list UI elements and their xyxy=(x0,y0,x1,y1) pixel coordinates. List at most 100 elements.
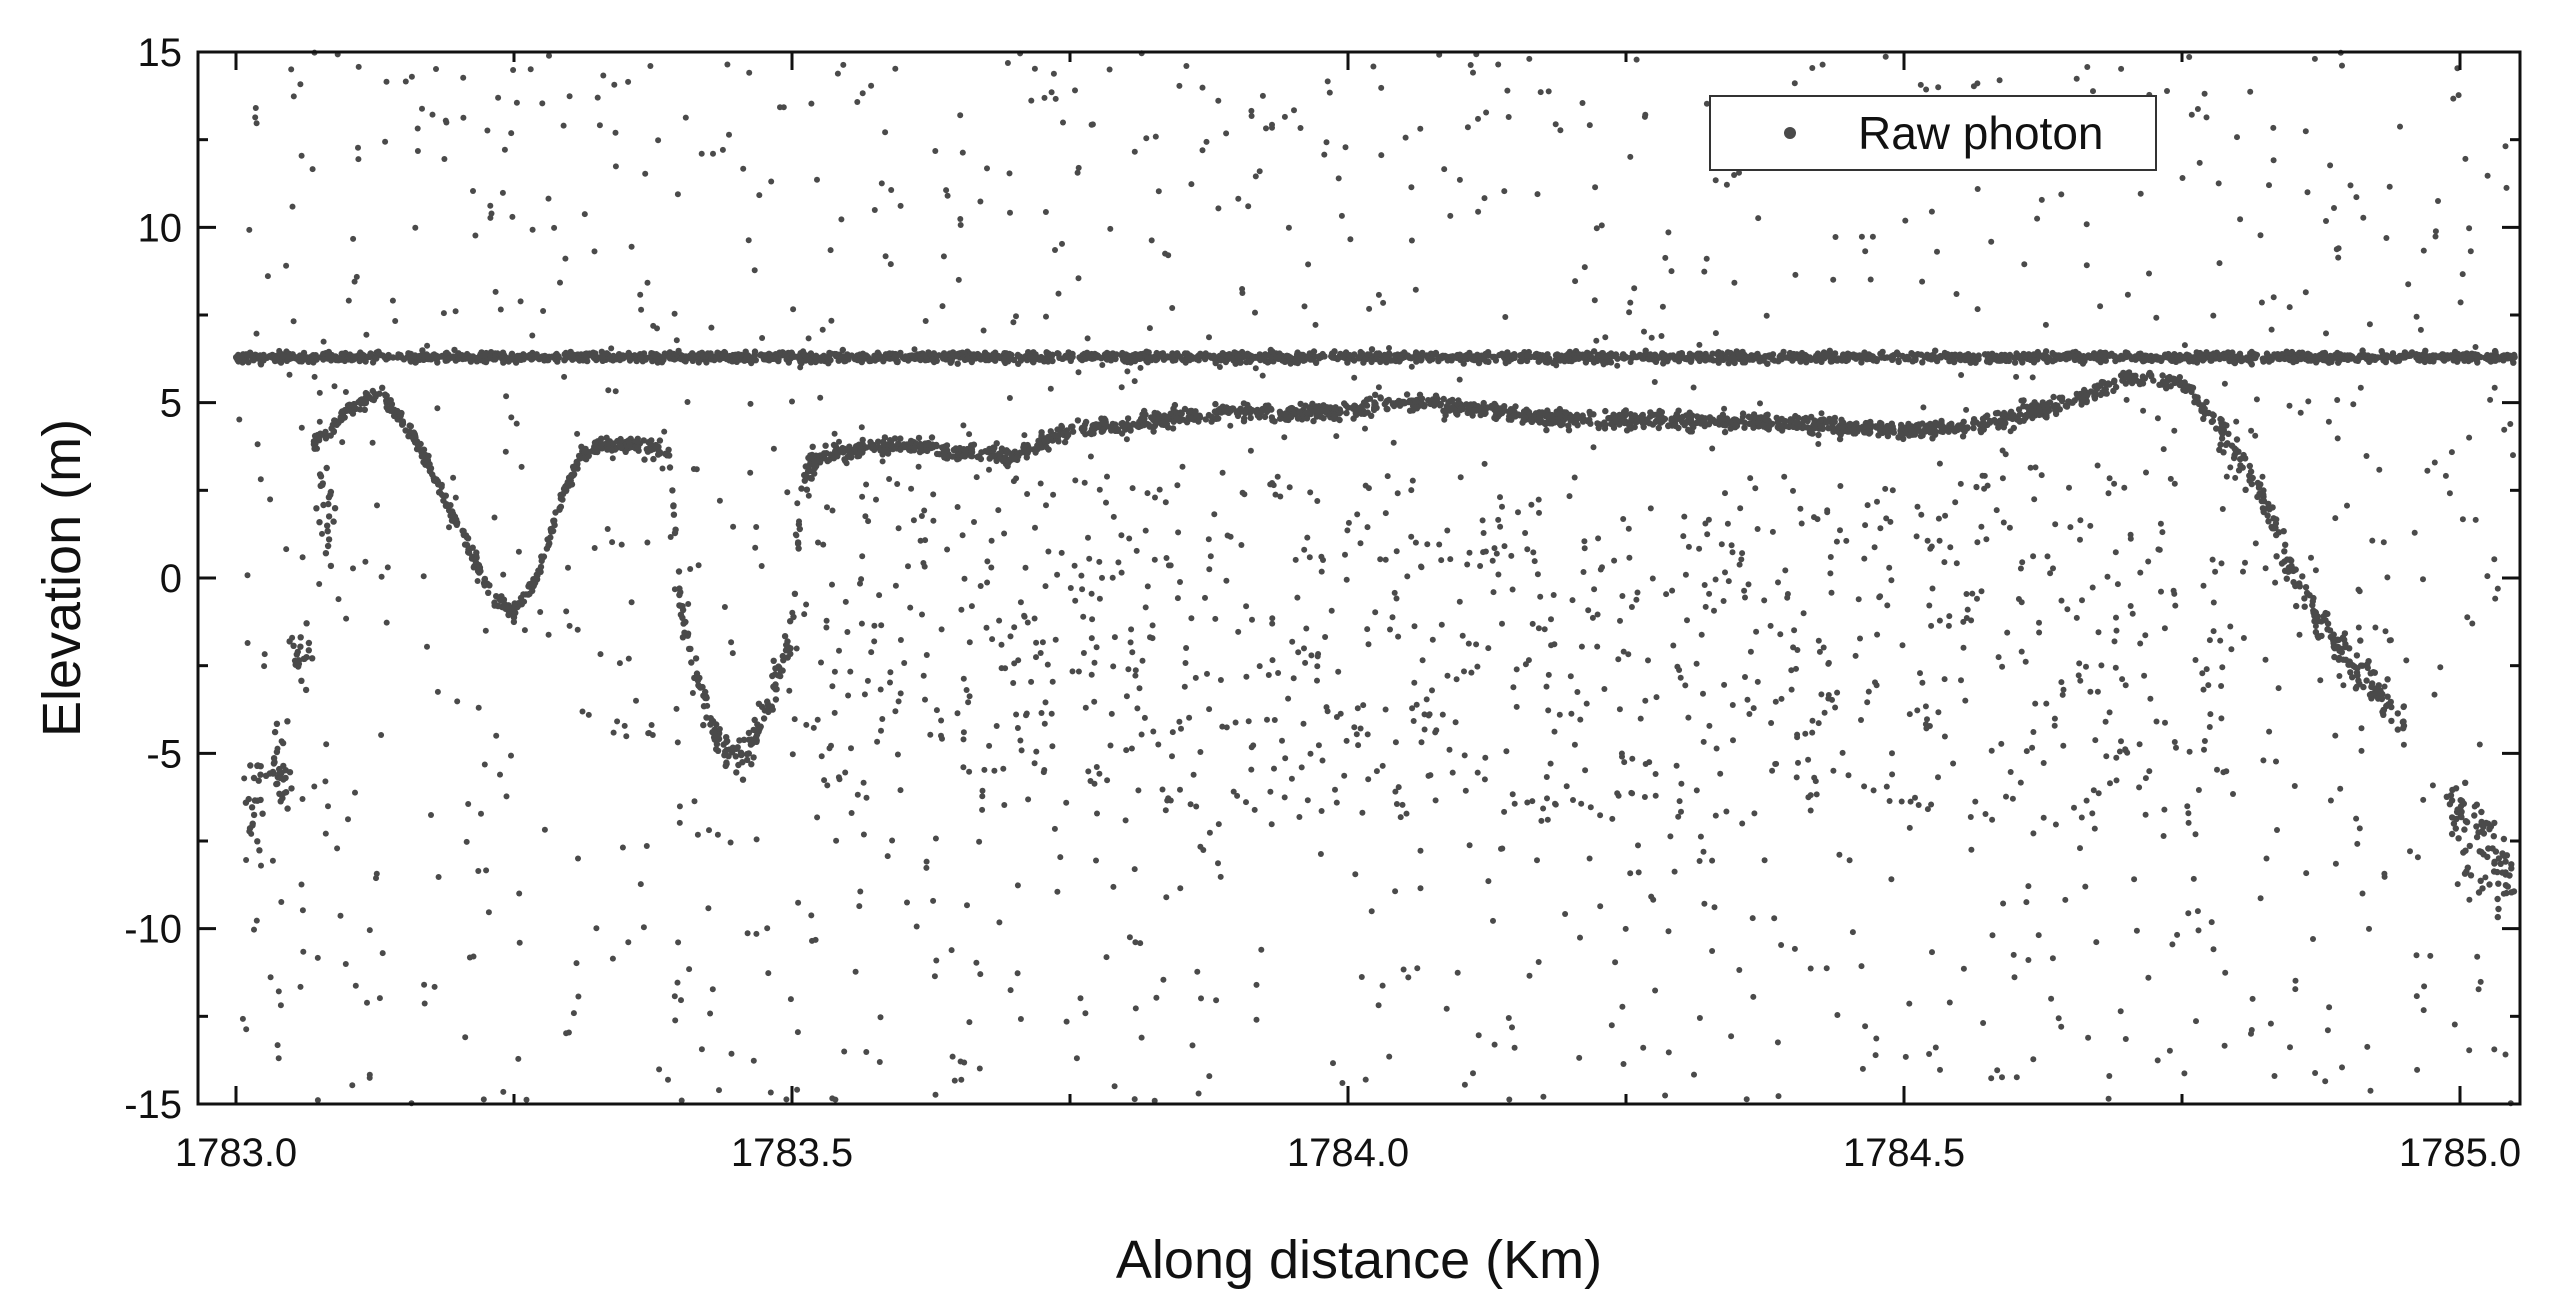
photon-point xyxy=(1199,147,1206,154)
photon-point xyxy=(551,224,558,231)
photon-point xyxy=(704,350,711,357)
photon-point xyxy=(325,351,332,359)
photon-point xyxy=(429,111,436,118)
photon-point xyxy=(1996,357,2004,364)
photon-point xyxy=(2029,744,2036,751)
photon-point xyxy=(643,843,650,849)
photon-point xyxy=(2066,484,2072,491)
photon-point xyxy=(1617,617,1623,624)
photon-point xyxy=(376,995,383,1002)
photon-point xyxy=(1425,712,1432,719)
photon-point xyxy=(2162,719,2168,726)
photon-point xyxy=(857,888,864,895)
photon-point xyxy=(984,558,991,565)
photon-point xyxy=(1563,352,1570,359)
photon-point xyxy=(672,1017,679,1024)
photon-point xyxy=(2300,351,2307,359)
photon-point xyxy=(1392,788,1399,795)
photon-point xyxy=(574,626,581,633)
photon-point xyxy=(2355,586,2362,593)
photon-point xyxy=(1256,168,1263,175)
photon-point xyxy=(942,351,949,359)
photon-point xyxy=(1995,654,2002,661)
photon-point xyxy=(2076,357,2084,364)
photon-point xyxy=(2171,739,2178,745)
photon-point xyxy=(910,355,918,362)
photon-point xyxy=(980,327,987,334)
photon-point xyxy=(1211,511,1218,518)
photon-point xyxy=(1915,802,1922,808)
photon-point xyxy=(1400,966,1407,973)
photon-point xyxy=(2207,711,2214,718)
photon-point xyxy=(1751,810,1758,817)
photon-point xyxy=(581,211,588,218)
photon-point xyxy=(1192,674,1199,681)
photon-point xyxy=(612,129,619,136)
photon-point xyxy=(1830,767,1837,774)
photon-point xyxy=(2067,524,2074,531)
photon-point xyxy=(2133,927,2140,934)
photon-point xyxy=(694,831,701,838)
photon-point xyxy=(868,649,875,656)
photon-point xyxy=(911,346,918,353)
photon-point xyxy=(618,541,625,548)
photon-point xyxy=(445,355,452,363)
photon-point xyxy=(1483,109,1490,116)
photon-point xyxy=(625,349,632,357)
photon-point xyxy=(1709,948,1716,954)
photon-point xyxy=(958,1076,965,1083)
photon-point xyxy=(1761,597,1768,604)
photon-point xyxy=(1967,814,1974,820)
photon-point xyxy=(1482,754,1489,761)
photon-point xyxy=(1936,460,1943,467)
photon-point xyxy=(868,82,875,89)
photon-point xyxy=(1261,413,1269,421)
photon-point xyxy=(2207,357,2215,364)
photon-point xyxy=(1393,595,1400,602)
photon-point xyxy=(1447,556,1454,563)
photon-point xyxy=(1865,688,1872,695)
photon-point xyxy=(1964,606,1971,613)
photon-point xyxy=(1050,491,1057,498)
photon-point xyxy=(961,575,968,582)
photon-point xyxy=(298,424,305,431)
photon-point xyxy=(1914,707,1921,714)
photon-point xyxy=(1505,1015,1512,1021)
photon-point xyxy=(1491,545,1498,552)
photon-point xyxy=(1586,855,1593,862)
photon-point xyxy=(1457,474,1464,481)
photon-point xyxy=(2141,672,2148,679)
photon-point xyxy=(983,624,990,631)
photon-point xyxy=(1366,305,1373,312)
photon-point xyxy=(309,166,316,173)
photon-point xyxy=(839,346,846,354)
photon-point xyxy=(2077,517,2084,524)
photon-point xyxy=(1227,533,1234,540)
photon-point xyxy=(1123,693,1130,700)
photon-point xyxy=(1975,355,1982,363)
photon-point xyxy=(973,959,980,966)
photon-point xyxy=(1665,928,1672,935)
photon-point xyxy=(1794,731,1801,738)
photon-point xyxy=(343,615,350,622)
photon-point xyxy=(253,330,260,337)
photon-point xyxy=(1790,644,1797,651)
photon-point xyxy=(1794,647,1801,653)
photon-point xyxy=(1137,364,1144,371)
photon-point xyxy=(1815,441,1822,447)
photon-point xyxy=(1203,138,1210,145)
photon-point xyxy=(695,562,702,569)
photon-point xyxy=(829,1095,836,1102)
photon-point xyxy=(2474,953,2481,960)
photon-point xyxy=(283,262,290,269)
photon-point xyxy=(1099,574,1105,581)
photon-point xyxy=(938,732,944,739)
photon-point xyxy=(1408,237,1415,244)
photon-point xyxy=(2200,582,2207,589)
photon-point xyxy=(557,279,563,286)
photon-point xyxy=(2312,567,2319,574)
photon-point xyxy=(1072,597,1079,604)
photon-point xyxy=(1862,248,1869,255)
photon-point xyxy=(760,715,768,722)
photon-point xyxy=(845,692,852,699)
